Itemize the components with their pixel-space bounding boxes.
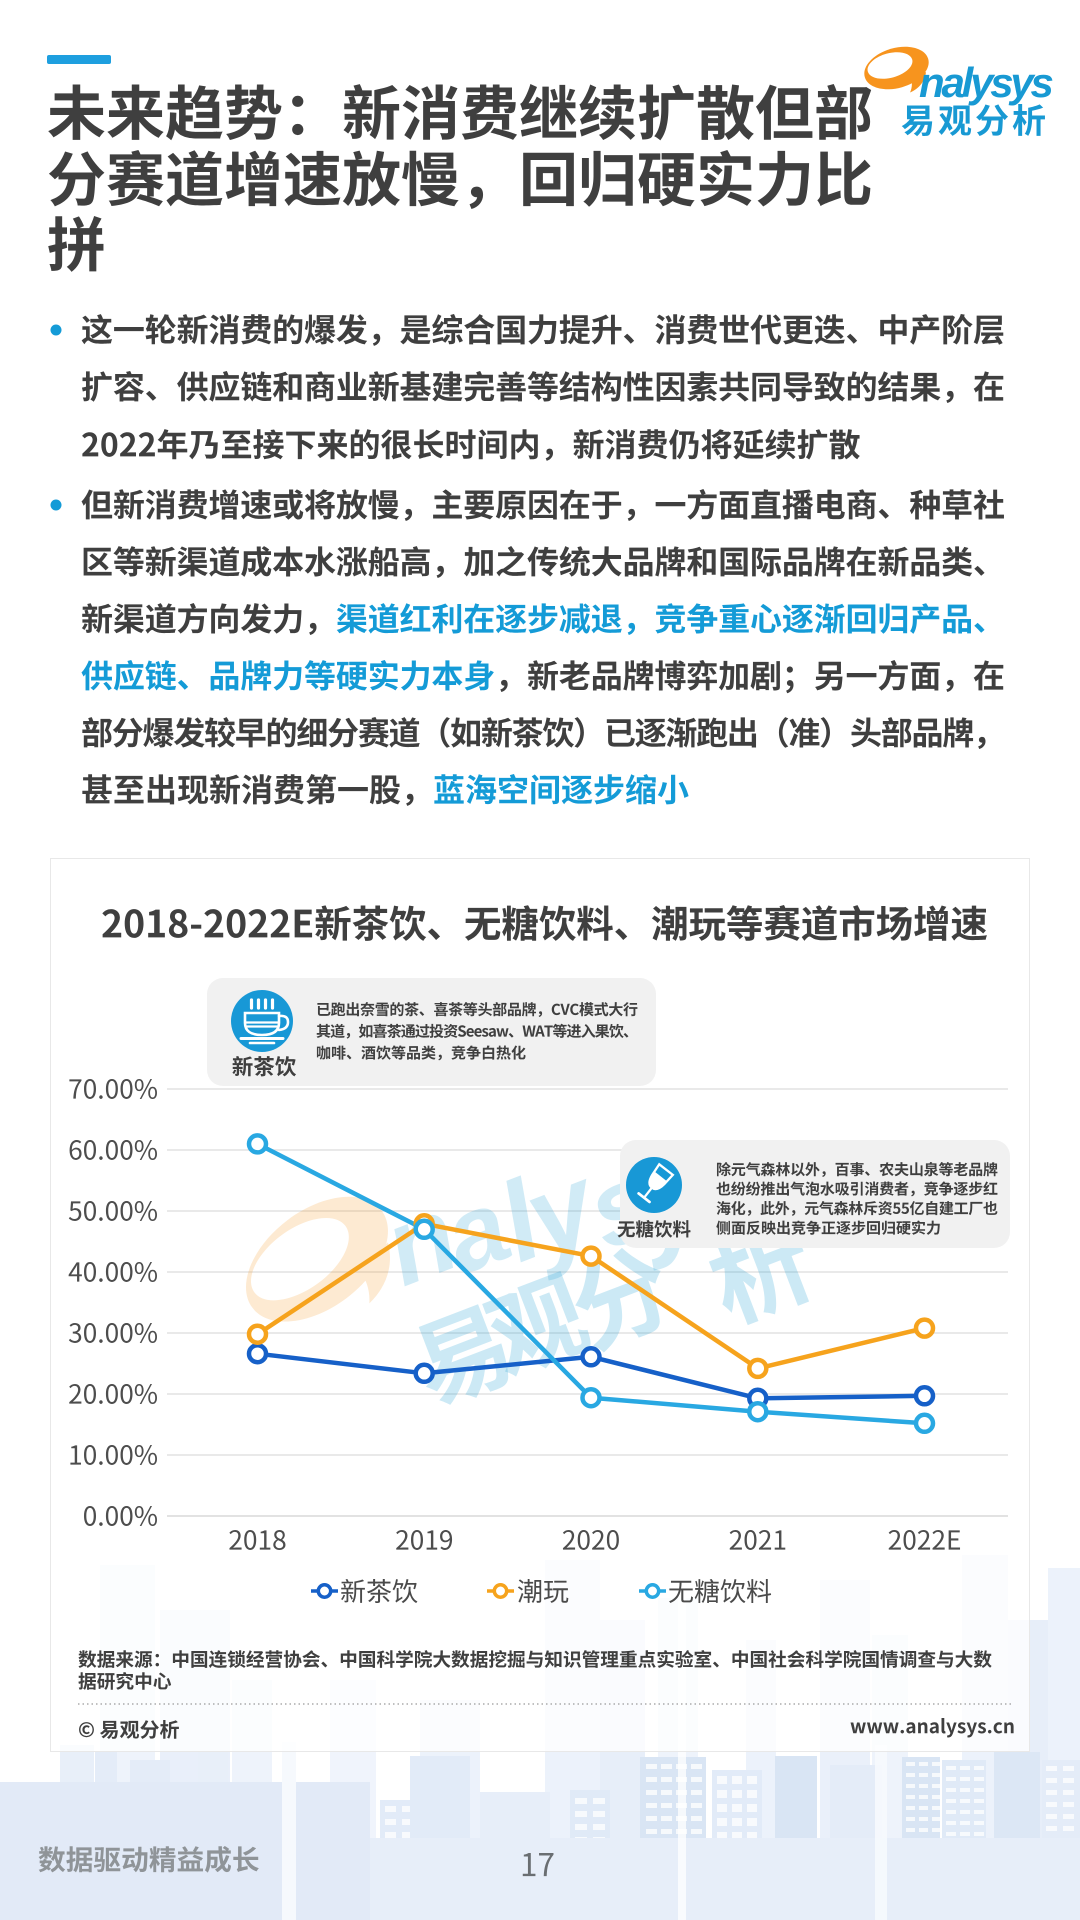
svg-text:nalysys: nalysys — [919, 59, 1053, 106]
